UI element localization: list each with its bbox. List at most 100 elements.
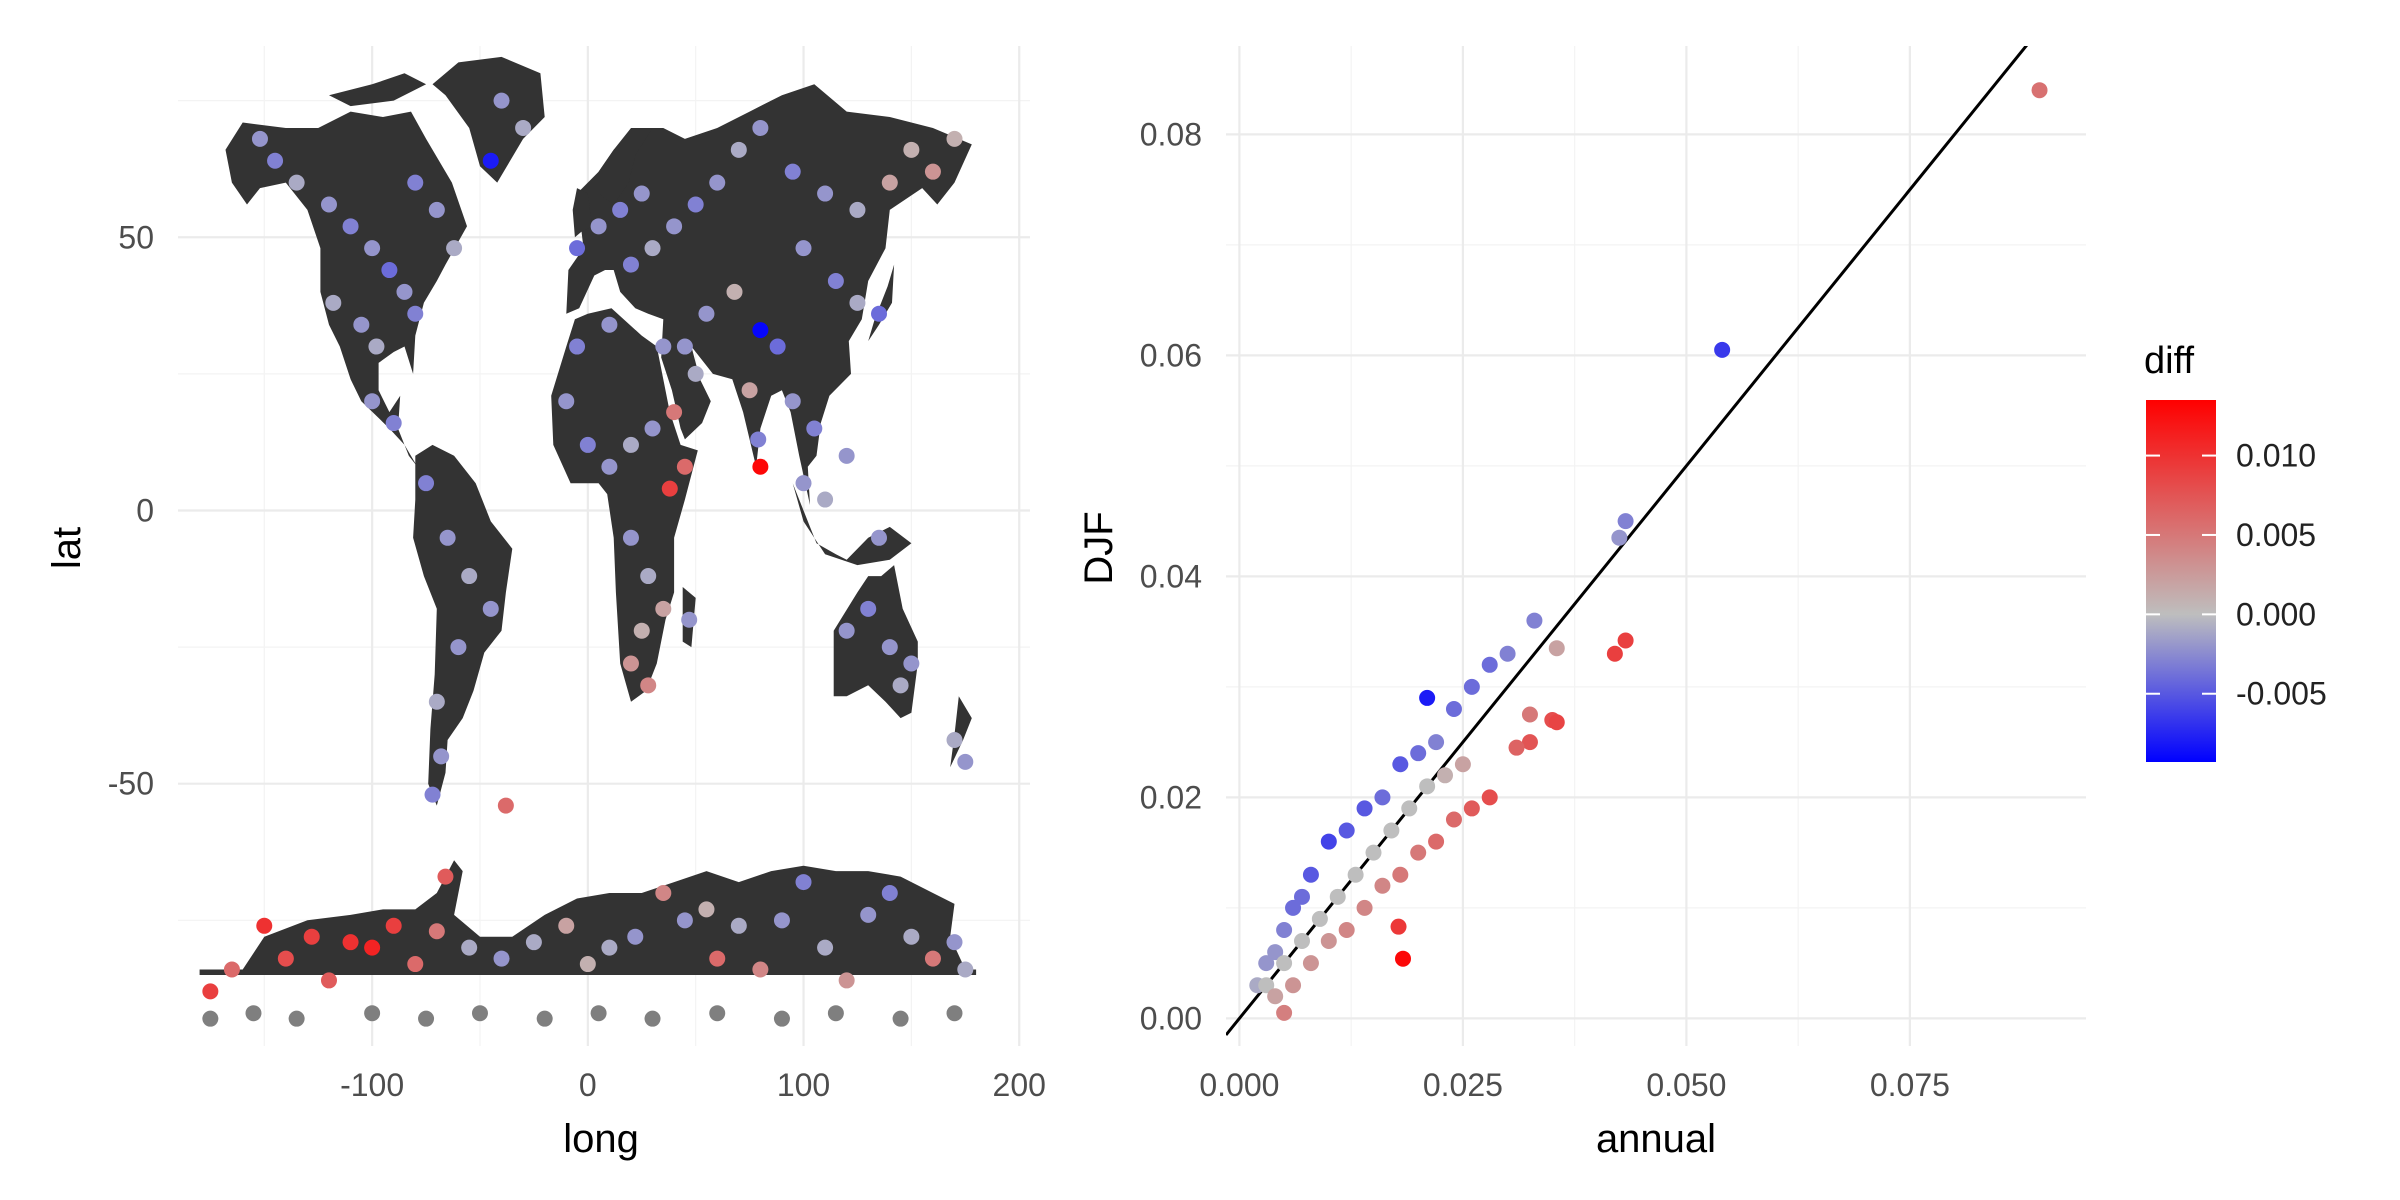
map-point xyxy=(666,218,683,235)
map-point xyxy=(709,950,726,967)
map-point xyxy=(482,152,499,169)
scatter-point xyxy=(1499,645,1516,662)
scatter-y-tick-label: 0.00 xyxy=(1140,1000,1202,1036)
map-point xyxy=(325,294,342,311)
legend-tick-label: 0.005 xyxy=(2236,517,2316,553)
map-point xyxy=(364,393,381,410)
scatter-point xyxy=(1526,612,1543,629)
map-point xyxy=(368,338,385,355)
map-point xyxy=(251,130,268,147)
map-point xyxy=(871,305,888,322)
map-panel: -100 0 100 200 -50 0 50 long lat xyxy=(45,46,1046,1161)
scatter-y-tick-label: 0.06 xyxy=(1140,337,1202,373)
map-point xyxy=(633,185,650,202)
scatter-y-tick-label: 0.08 xyxy=(1140,116,1202,152)
map-point xyxy=(385,415,402,432)
indonesia-land xyxy=(792,483,912,566)
map-point xyxy=(439,529,456,546)
scatter-point xyxy=(1419,778,1436,795)
map-point xyxy=(612,201,629,218)
map-point xyxy=(644,1010,661,1027)
scatter-point xyxy=(1276,1004,1293,1021)
british-isles-land xyxy=(572,188,593,238)
map-point xyxy=(726,283,743,300)
map-point xyxy=(709,174,726,191)
map-point xyxy=(342,934,359,951)
scatter-point xyxy=(1481,789,1498,806)
map-point xyxy=(579,436,596,453)
map-point xyxy=(795,874,812,891)
scatter-point xyxy=(1329,888,1346,905)
scatter-point xyxy=(1383,822,1400,839)
map-point xyxy=(655,600,672,617)
map-y-tick-label: 50 xyxy=(118,219,154,255)
map-point xyxy=(752,458,769,475)
map-point xyxy=(676,338,693,355)
australia-land xyxy=(833,565,918,719)
map-point xyxy=(461,939,478,956)
legend-tick-label: 0.010 xyxy=(2236,438,2316,474)
map-point xyxy=(364,240,381,257)
map-point xyxy=(784,163,801,180)
scatter-point xyxy=(1419,689,1436,706)
map-point xyxy=(622,256,639,273)
map-point xyxy=(424,786,441,803)
map-point xyxy=(450,639,467,656)
scatter-point xyxy=(1302,955,1319,972)
map-point xyxy=(627,928,644,945)
map-point xyxy=(446,240,463,257)
map-point xyxy=(622,655,639,672)
map-y-tick-label: 0 xyxy=(136,492,154,528)
map-point xyxy=(364,1005,381,1022)
scatter-point xyxy=(1302,866,1319,883)
map-point xyxy=(817,185,834,202)
map-point xyxy=(838,622,855,639)
map-point xyxy=(903,655,920,672)
map-point xyxy=(827,272,844,289)
map-point xyxy=(773,912,790,929)
map-point xyxy=(644,420,661,437)
scatter-x-tick-label: 0.025 xyxy=(1423,1067,1503,1103)
scatter-point xyxy=(1463,800,1480,817)
scatter-point xyxy=(1276,955,1293,972)
scatter-point xyxy=(1258,977,1275,994)
map-point xyxy=(288,174,305,191)
scatter-x-axis-title: annual xyxy=(1596,1117,1716,1161)
color-legend: diff 0.010 0.005 0.000 -0.005 xyxy=(2144,340,2327,762)
map-point xyxy=(681,611,698,628)
legend-tick-label: 0.000 xyxy=(2236,596,2316,632)
scatter-point xyxy=(1392,866,1409,883)
scatter-point xyxy=(1320,833,1337,850)
map-point xyxy=(860,906,877,923)
map-point xyxy=(957,961,974,978)
map-point xyxy=(752,961,769,978)
map-point xyxy=(633,622,650,639)
map-point xyxy=(806,420,823,437)
map-point xyxy=(903,928,920,945)
map-point xyxy=(817,491,834,508)
map-point xyxy=(730,917,747,934)
map-point xyxy=(342,218,359,235)
map-point xyxy=(428,693,445,710)
scatter-point xyxy=(1267,988,1284,1005)
map-point xyxy=(525,934,542,951)
scatter-point xyxy=(1365,844,1382,861)
scatter-point xyxy=(1258,955,1275,972)
scatter-y-tick-label: 0.02 xyxy=(1140,779,1202,815)
map-point xyxy=(418,1010,435,1027)
scatter-point xyxy=(1338,921,1355,938)
map-point xyxy=(698,901,715,918)
scatter-point xyxy=(1463,678,1480,695)
map-point xyxy=(957,753,974,770)
scatter-point xyxy=(1617,513,1634,530)
map-point xyxy=(752,322,769,339)
scatter-point xyxy=(1548,714,1565,731)
legend-ticks: 0.010 0.005 0.000 -0.005 xyxy=(2146,438,2327,712)
new-zealand-land xyxy=(950,696,972,768)
map-point xyxy=(364,939,381,956)
scatter-panel: 0.000 0.025 0.050 0.075 0.00 0.02 0.04 0.06 0.08… xyxy=(1077,46,2086,1161)
map-point xyxy=(437,868,454,885)
map-point xyxy=(817,939,834,956)
map-point xyxy=(515,119,532,136)
